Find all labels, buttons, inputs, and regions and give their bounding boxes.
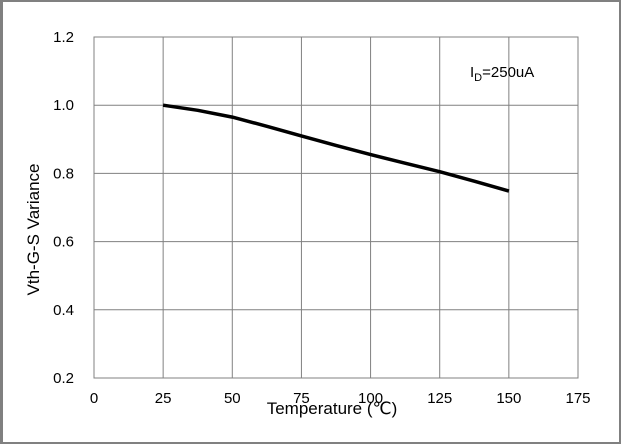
- y-tick-label: 1.0: [53, 97, 74, 114]
- annotation-main: I: [470, 64, 474, 81]
- y-tick-label: 1.2: [53, 29, 74, 46]
- y-tick-label: 0.6: [53, 234, 74, 251]
- id-annotation: ID=250uA: [470, 64, 534, 84]
- y-axis-label: Vth-G-S Variance: [24, 164, 43, 296]
- grid: [93, 36, 579, 379]
- plot-area-border: [93, 36, 579, 379]
- x-tick-label: 50: [224, 390, 241, 407]
- x-tick-label: 25: [155, 390, 172, 407]
- x-tick-label: 75: [293, 390, 310, 407]
- y-tick-label: 0.8: [53, 165, 74, 182]
- y-tick-labels: 0.2 0.4 0.6 0.8 1.0 1.2: [53, 29, 74, 387]
- annotation-rest: =250uA: [482, 64, 534, 81]
- x-tick-label: 175: [565, 390, 590, 407]
- series-line: [162, 103, 510, 193]
- annotation-subscript: D: [474, 72, 482, 84]
- y-tick-label: 0.4: [53, 302, 74, 319]
- x-tick-label: 125: [427, 390, 452, 407]
- x-tick-label: 100: [358, 390, 383, 407]
- x-axis-label: Temperature (℃): [267, 399, 398, 418]
- x-tick-label: 0: [90, 390, 98, 407]
- x-tick-label: 150: [496, 390, 521, 407]
- x-tick-labels: 0 25 50 75 100 125 150 175: [90, 390, 591, 407]
- y-tick-label: 0.2: [53, 370, 74, 387]
